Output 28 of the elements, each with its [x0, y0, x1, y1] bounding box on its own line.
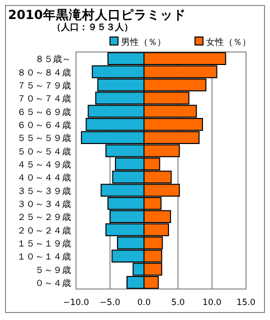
y-tick-label: ５５～５９歳 [17, 133, 71, 144]
y-tick-label: ０～４歳 [35, 278, 71, 289]
chart-title: 2010年黒滝村人口ピラミッド [8, 7, 186, 22]
y-tick-label: ６０～６４歳 [17, 120, 71, 131]
y-tick-label: ４０～４４歳 [17, 172, 71, 184]
x-tick-label: −5.0 [100, 298, 120, 308]
chart-subtitle: （人口：９５３人） [52, 22, 133, 33]
y-tick-label: ８５歳～ [35, 54, 71, 66]
y-tick-label: １５～１９歳 [17, 238, 71, 250]
y-tick-label: ５～９歳 [35, 264, 71, 276]
x-tick-label: −10.0 [62, 298, 90, 308]
x-tick-label: 10.0 [202, 298, 222, 308]
y-tick-label: ８０～８４歳 [17, 67, 71, 78]
y-tick-label: ７０～７４歳 [17, 94, 71, 105]
x-tick-label: 5.0 [171, 298, 185, 308]
y-tick-label: ３５～３９歳 [17, 186, 71, 197]
x-tick-label: 15.0 [236, 298, 256, 308]
y-tick-label: ５０～５４歳 [17, 146, 71, 158]
y-tick-label: ７５～７９歳 [17, 80, 71, 92]
legend-label: 女性（％） [206, 37, 251, 48]
y-tick-label: ２０～２４歳 [17, 225, 71, 236]
y-tick-label: １０～１４歳 [17, 252, 71, 263]
y-tick-label: ４５～４９歳 [17, 159, 71, 170]
y-tick-label: ３０～３４歳 [17, 198, 71, 210]
legend-label: 男性（％） [121, 37, 166, 48]
y-tick-label: ２５～２９歳 [17, 212, 71, 224]
y-tick-label: ６５～６９歳 [17, 106, 71, 118]
x-tick-label: 0.0 [137, 298, 151, 308]
